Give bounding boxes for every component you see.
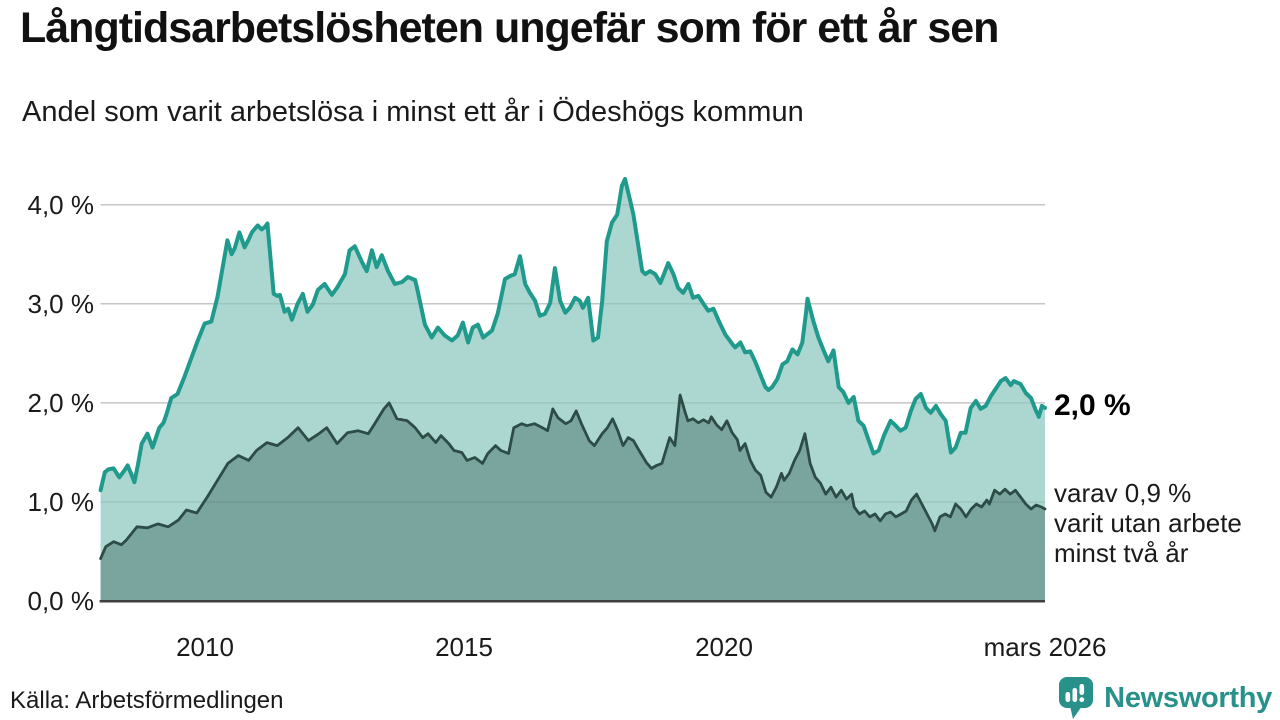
y-tick-label: 2,0 % — [27, 388, 95, 418]
newsworthy-icon — [1059, 677, 1094, 719]
secondary-value-line: varav 0,9 % — [1054, 478, 1192, 508]
secondary-value-label: varav 0,9 % varit utan arbete minst två år — [1054, 478, 1242, 568]
secondary-value-line: varit utan arbete — [1054, 508, 1242, 538]
x-tick-label: 2010 — [176, 632, 234, 662]
y-tick-label: 0,0 % — [27, 586, 95, 616]
source-note: Källa: Arbetsförmedlingen — [10, 687, 284, 714]
x-tick-label: 2015 — [435, 632, 493, 662]
latest-value-label: 2,0 % — [1054, 389, 1131, 422]
newsworthy-wordmark: Newsworthy — [1104, 681, 1272, 714]
y-tick-label: 1,0 % — [27, 487, 95, 517]
page-title: Långtidsarbetslösheten ungefär som för e… — [20, 4, 999, 52]
x-tick-label: mars 2026 — [983, 632, 1107, 662]
page-subtitle: Andel som varit arbetslösa i minst ett å… — [22, 96, 804, 128]
y-tick-label: 4,0 % — [27, 190, 95, 220]
secondary-value-line: minst två år — [1054, 538, 1189, 568]
x-tick-label: 2020 — [695, 632, 753, 662]
newsworthy-logo: Newsworthy — [1058, 676, 1272, 720]
y-tick-label: 3,0 % — [27, 289, 95, 319]
